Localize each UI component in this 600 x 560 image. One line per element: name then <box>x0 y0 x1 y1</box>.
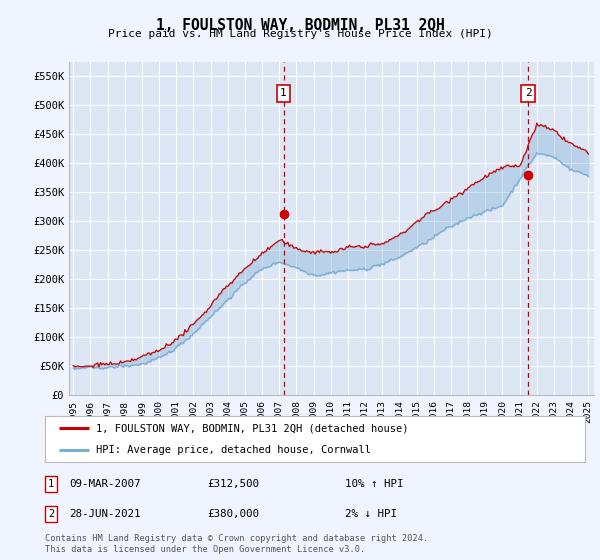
Text: 2: 2 <box>525 88 532 99</box>
Text: HPI: Average price, detached house, Cornwall: HPI: Average price, detached house, Corn… <box>96 445 371 455</box>
Text: 1, FOULSTON WAY, BODMIN, PL31 2QH (detached house): 1, FOULSTON WAY, BODMIN, PL31 2QH (detac… <box>96 423 409 433</box>
Text: 09-MAR-2007: 09-MAR-2007 <box>69 479 140 489</box>
Text: 1, FOULSTON WAY, BODMIN, PL31 2QH: 1, FOULSTON WAY, BODMIN, PL31 2QH <box>155 18 445 33</box>
Text: £312,500: £312,500 <box>207 479 259 489</box>
Text: 28-JUN-2021: 28-JUN-2021 <box>69 509 140 519</box>
Text: Contains HM Land Registry data © Crown copyright and database right 2024.: Contains HM Land Registry data © Crown c… <box>45 534 428 543</box>
Text: This data is licensed under the Open Government Licence v3.0.: This data is licensed under the Open Gov… <box>45 545 365 554</box>
Text: 1: 1 <box>280 88 287 99</box>
Text: Price paid vs. HM Land Registry's House Price Index (HPI): Price paid vs. HM Land Registry's House … <box>107 29 493 39</box>
Text: 10% ↑ HPI: 10% ↑ HPI <box>345 479 404 489</box>
Text: 2% ↓ HPI: 2% ↓ HPI <box>345 509 397 519</box>
Text: £380,000: £380,000 <box>207 509 259 519</box>
Text: 1: 1 <box>48 479 54 489</box>
Text: 2: 2 <box>48 509 54 519</box>
